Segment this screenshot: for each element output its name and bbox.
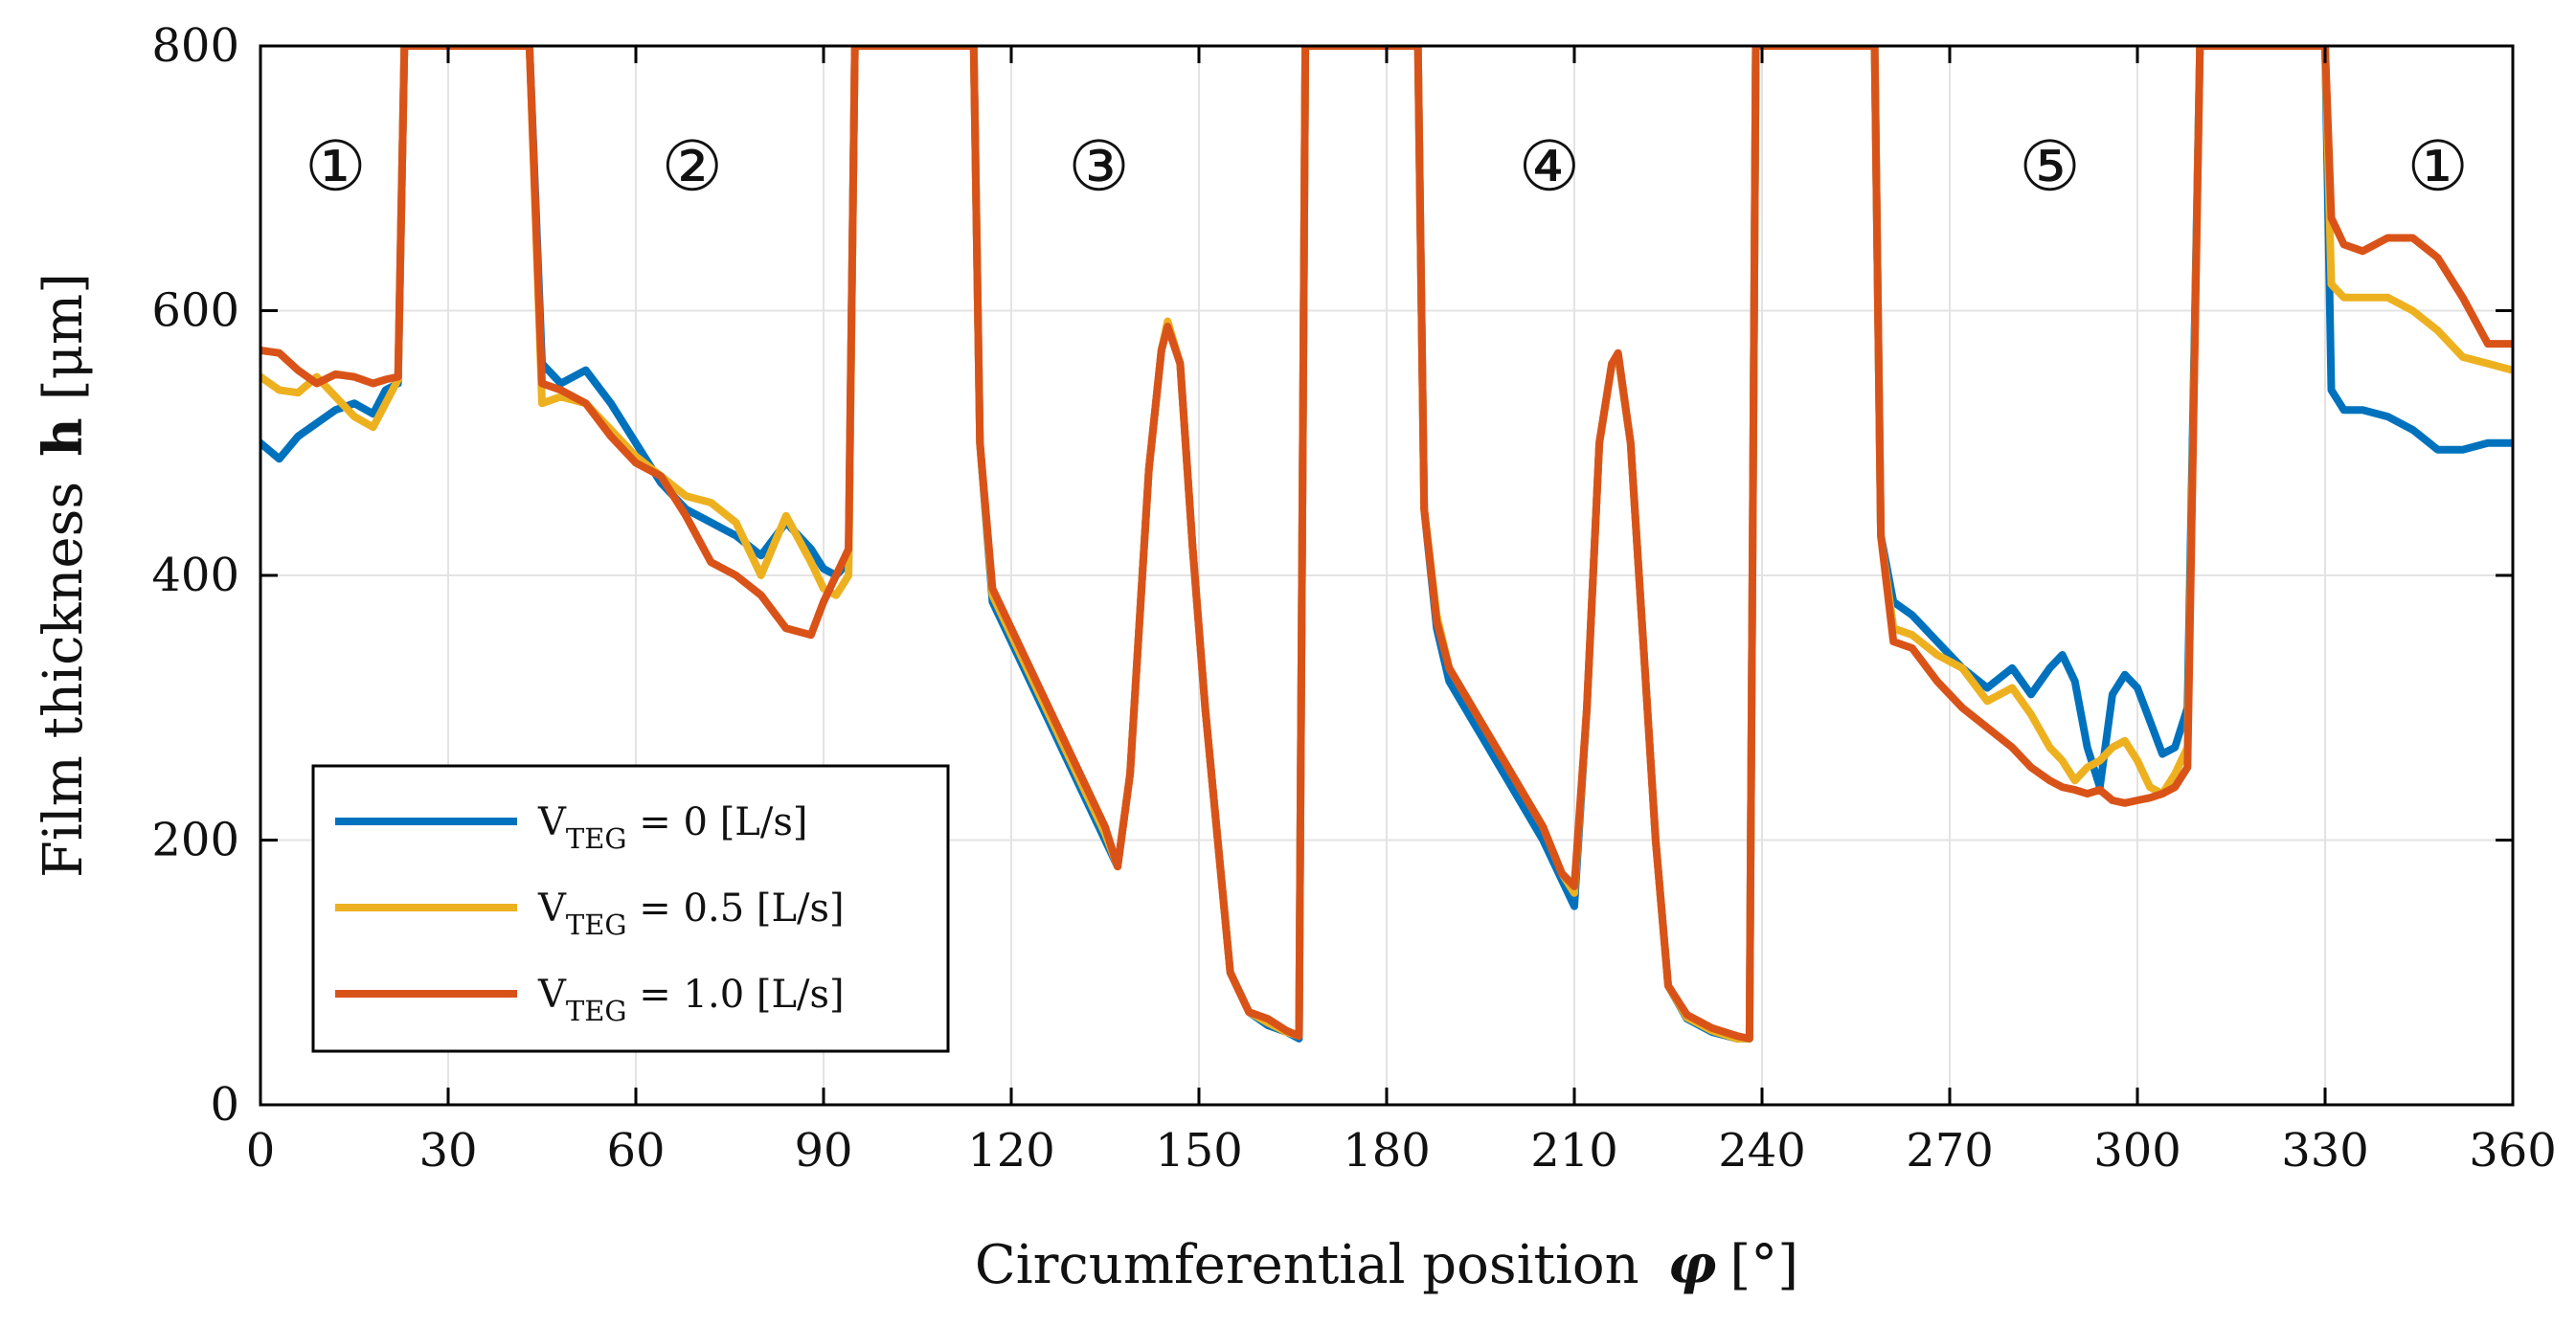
pad-label-1: ① [305, 125, 367, 206]
pad-label-5: ⑤ [2019, 125, 2081, 206]
pad-label-4: ④ [1519, 125, 1581, 206]
x-tick-label: 90 [794, 1124, 852, 1178]
legend-sub: TEG [566, 995, 627, 1027]
legend: VTEG = 0 [L/s]VTEG = 0.5 [L/s]VTEG = 1.0… [311, 764, 950, 1053]
y-axis-label-text: Film thickness [33, 482, 95, 878]
series-line-2 [260, 46, 2513, 1043]
x-axis-symbol: φ [1668, 1233, 1717, 1296]
x-tick-label: 300 [2093, 1124, 2181, 1178]
x-tick-label: 330 [2281, 1124, 2369, 1178]
x-tick-label: 0 [246, 1124, 276, 1178]
y-tick-label: 600 [151, 284, 239, 338]
pad-label-6: ① [2407, 125, 2469, 206]
legend-rest: = 0.5 [L/s] [627, 887, 845, 931]
legend-label-1: VTEG = 0.5 [L/s] [537, 887, 845, 941]
y-axis-symbol: h [32, 417, 95, 457]
series-group [260, 46, 2513, 1043]
x-tick-label: 180 [1343, 1124, 1431, 1178]
legend-rest: = 1.0 [L/s] [627, 973, 845, 1017]
pad-labels: ① ② ③ ④ ⑤ ① [305, 125, 2469, 206]
y-tick-labels: 0 200 400 600 800 [151, 19, 239, 1132]
legend-var: V [537, 973, 567, 1017]
y-tick-label: 200 [151, 814, 239, 867]
x-tick-label: 240 [1718, 1124, 1806, 1178]
x-tick-label: 150 [1155, 1124, 1243, 1178]
legend-label-0: VTEG = 0 [L/s] [537, 800, 807, 855]
x-axis-label-text: Circumferential position [975, 1234, 1639, 1296]
legend-var: V [537, 800, 567, 844]
y-tick-label: 400 [151, 549, 239, 602]
legend-rest: = 0 [L/s] [627, 800, 808, 844]
y-tick-label: 800 [151, 19, 239, 73]
x-axis-label: Circumferential position φ [°] [975, 1233, 1798, 1296]
y-axis-label: Film thickness h [μm] [32, 273, 95, 878]
tick-marks [259, 44, 2515, 1107]
y-axis-unit: [μm] [33, 273, 95, 400]
x-tick-label: 360 [2469, 1124, 2557, 1178]
x-tick-label: 210 [1530, 1124, 1618, 1178]
x-tick-label: 270 [1906, 1124, 1994, 1178]
legend-label-2: VTEG = 1.0 [L/s] [537, 973, 845, 1027]
x-tick-label: 30 [418, 1124, 477, 1178]
legend-sub: TEG [566, 909, 627, 941]
legend-var: V [537, 887, 567, 931]
y-tick-label: 0 [210, 1078, 239, 1132]
legend-sub: TEG [566, 822, 627, 855]
x-axis-unit: [°] [1729, 1234, 1798, 1296]
pad-label-2: ② [662, 125, 724, 206]
x-tick-label: 120 [967, 1124, 1055, 1178]
pad-label-3: ③ [1068, 125, 1130, 206]
x-tick-label: 60 [606, 1124, 665, 1178]
x-tick-labels: 0 30 60 90 120 150 180 210 240 270 300 330 360 [246, 1124, 2557, 1178]
